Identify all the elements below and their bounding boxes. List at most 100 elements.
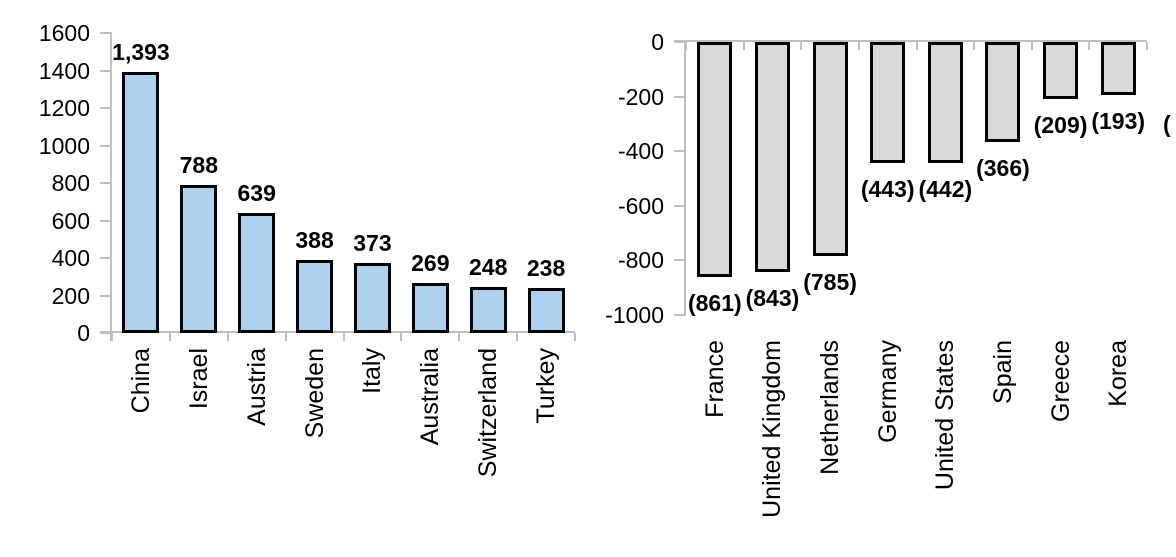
y-tick-label: 1600 <box>38 20 90 46</box>
value-label: 373 <box>353 230 392 257</box>
x-tick-mark <box>516 333 519 341</box>
y-tick-label: -800 <box>617 247 664 274</box>
y-tick-mark <box>674 95 686 98</box>
category-label: Italy <box>358 348 387 394</box>
bar-australia <box>411 282 449 333</box>
category-label: Spain <box>988 340 1017 404</box>
y-tick-mark <box>100 32 112 34</box>
bar-turkey <box>527 288 565 333</box>
bar-united-kingdom <box>754 42 790 273</box>
bar-netherlands <box>812 42 848 257</box>
bar-korea <box>1100 42 1136 95</box>
x-tick-mark <box>973 42 976 50</box>
y-tick-mark <box>674 150 686 153</box>
x-tick-mark <box>284 333 287 341</box>
category-label: Australia <box>416 348 445 446</box>
category-label: Israel <box>184 348 213 410</box>
y-tick-label: -1000 <box>605 302 664 328</box>
y-axis-line <box>684 42 686 315</box>
value-label: 388 <box>295 227 334 254</box>
y-tick-mark <box>100 144 112 147</box>
value-label: 248 <box>469 253 508 280</box>
bar-spain <box>985 42 1021 142</box>
category-label: Austria <box>242 348 271 426</box>
bar-sweden <box>296 260 334 333</box>
category-label: United Kingdom <box>758 340 787 518</box>
cropped-label-fragment: ( <box>1163 111 1171 137</box>
y-tick-label: 1000 <box>38 132 90 159</box>
y-tick-mark <box>100 107 112 109</box>
value-label: (443) <box>860 175 915 202</box>
x-tick-mark <box>1088 42 1091 50</box>
x-tick-mark <box>915 42 918 50</box>
bar-switzerland <box>469 286 507 333</box>
y-tick-label: 0 <box>77 320 90 346</box>
bar-austria <box>238 213 276 333</box>
category-label: Germany <box>873 340 902 443</box>
category-label: Sweden <box>300 348 329 439</box>
y-tick-mark <box>674 41 686 43</box>
category-label: China <box>126 348 155 414</box>
y-tick-label: 400 <box>51 245 90 271</box>
y-tick-mark <box>100 332 112 334</box>
value-label: (442) <box>918 175 973 202</box>
value-label: 639 <box>237 180 276 207</box>
y-tick-mark <box>100 294 112 297</box>
bar-united-states <box>927 42 963 163</box>
value-label: (861) <box>687 290 742 317</box>
x-tick-mark <box>342 333 345 341</box>
value-label: (785) <box>803 269 857 296</box>
category-label: Greece <box>1046 340 1075 422</box>
value-label: (366) <box>976 154 1030 181</box>
x-axis-line <box>674 40 1147 42</box>
y-tick-mark <box>100 69 112 72</box>
x-tick-mark <box>226 333 229 341</box>
category-label: Netherlands <box>816 340 845 475</box>
value-label: 788 <box>179 152 218 179</box>
x-tick-mark <box>111 333 113 341</box>
chart-left-positive-bars: 1600 1400 1200 1000 800 600 400 200 0 1,393 China 7… <box>38 20 576 478</box>
x-tick-mark <box>742 42 745 50</box>
y-axis-line <box>110 33 112 341</box>
value-label: 269 <box>411 249 450 276</box>
x-tick-mark <box>574 333 576 341</box>
x-tick-mark <box>400 333 403 341</box>
category-label: Turkey <box>532 348 561 424</box>
value-label: 238 <box>526 255 566 282</box>
y-tick-label: 1400 <box>38 57 90 84</box>
x-tick-mark <box>1030 42 1033 50</box>
bar-france <box>697 42 733 278</box>
bar-germany <box>870 42 906 163</box>
bar-china <box>122 71 160 333</box>
y-tick-label: 800 <box>51 170 90 196</box>
x-tick-mark <box>1146 42 1148 50</box>
value-label: (209) <box>1033 112 1088 139</box>
y-tick-mark <box>100 219 112 222</box>
value-label: 1,393 <box>112 38 170 65</box>
y-tick-label: -200 <box>617 83 664 110</box>
value-label: (843) <box>745 285 800 312</box>
value-label: (193) <box>1091 107 1146 134</box>
chart-right-negative-bars: 0 -200 -400 -600 -800 -1000 (861) France (843) Un… <box>590 0 1176 557</box>
x-tick-mark <box>857 42 860 50</box>
y-tick-mark <box>100 182 112 184</box>
y-tick-label: -600 <box>617 192 664 219</box>
y-tick-label: 0 <box>651 29 664 55</box>
y-tick-mark <box>674 259 686 262</box>
y-tick-label: 600 <box>51 207 90 234</box>
y-tick-mark <box>100 257 112 259</box>
x-tick-mark <box>458 333 461 341</box>
y-tick-label: -400 <box>617 138 664 165</box>
category-label: United States <box>931 340 960 491</box>
category-label: Switzerland <box>474 348 503 478</box>
y-tick-label: 200 <box>51 282 90 309</box>
x-tick-mark <box>168 333 171 341</box>
x-tick-mark <box>800 42 803 50</box>
y-tick-mark <box>674 204 686 207</box>
x-axis-line <box>100 331 575 333</box>
category-label: France <box>700 340 729 418</box>
x-tick-mark <box>685 42 687 50</box>
bar-greece <box>1043 42 1079 100</box>
y-tick-label: 1200 <box>38 95 90 121</box>
